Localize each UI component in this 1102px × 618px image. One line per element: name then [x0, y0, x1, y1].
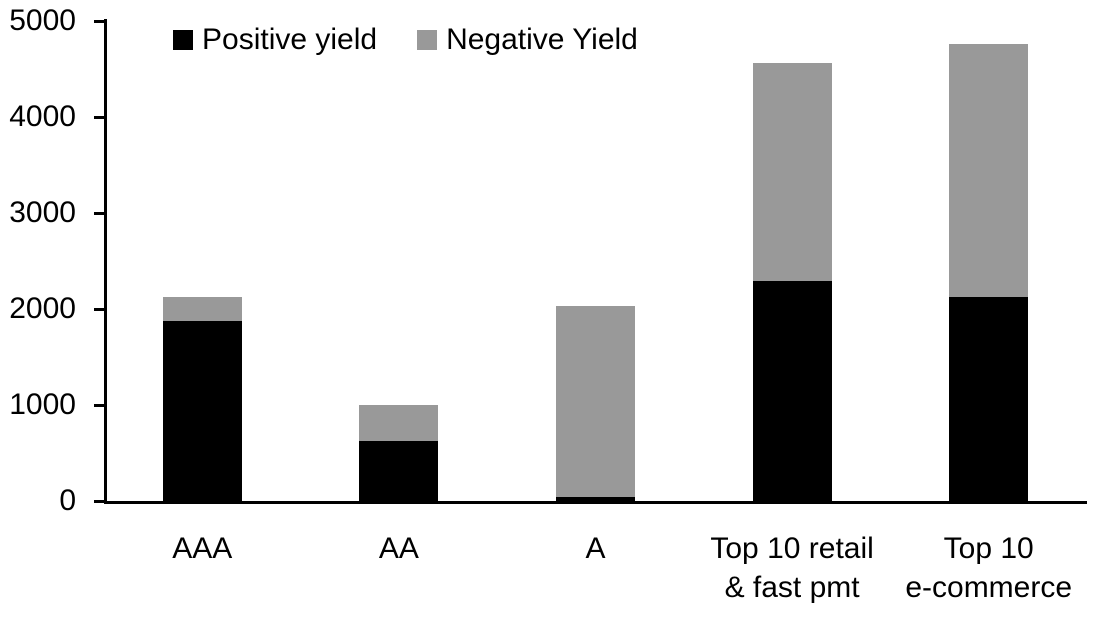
x-axis-label: Top 10 retail & fast pmt — [710, 532, 874, 604]
y-tick-mark — [94, 500, 104, 503]
y-tick-mark — [94, 308, 104, 311]
y-tick-label: 0 — [59, 484, 76, 517]
y-tick-label: 2000 — [9, 292, 76, 325]
bar-segment-negative-yield — [556, 305, 635, 497]
positive-yield-label: Positive yield — [202, 23, 378, 56]
y-tick-mark — [94, 404, 104, 407]
x-axis-label: AA — [378, 532, 419, 565]
y-tick-label: 1000 — [9, 388, 76, 421]
x-axis-label: AAA — [172, 532, 233, 565]
legend-item-positive-yield: Positive yield — [173, 21, 377, 59]
bar-segment-positive-yield — [162, 320, 242, 501]
y-tick-mark — [94, 212, 104, 215]
positive-yield-swatch — [173, 30, 193, 50]
bar-segment-positive-yield — [949, 296, 1029, 501]
bar-segment-positive-yield — [556, 496, 635, 501]
bar-segment-negative-yield — [949, 44, 1029, 297]
bar-segment-negative-yield — [752, 63, 832, 282]
y-axis-line — [104, 19, 107, 504]
bar-segment-negative-yield — [162, 297, 242, 321]
negative-yield-label: Negative Yield — [446, 23, 638, 56]
bar-segment-positive-yield — [752, 281, 832, 501]
legend-item-negative-yield: Negative Yield — [417, 21, 638, 59]
bar-segment-positive-yield — [359, 441, 439, 501]
negative-yield-swatch — [417, 30, 438, 50]
y-tick-label: 5000 — [9, 4, 76, 37]
x-axis-label: A — [585, 532, 606, 565]
y-tick-mark — [94, 116, 104, 119]
y-tick-label: 4000 — [9, 100, 76, 133]
x-axis-label: Top 10 e-commerce — [905, 532, 1073, 604]
chart-legend: Positive yield Negative Yield — [173, 21, 638, 59]
y-tick-label: 3000 — [9, 196, 76, 229]
x-axis-line — [104, 501, 1087, 504]
bar-segment-negative-yield — [359, 405, 439, 442]
y-tick-mark — [94, 20, 104, 23]
